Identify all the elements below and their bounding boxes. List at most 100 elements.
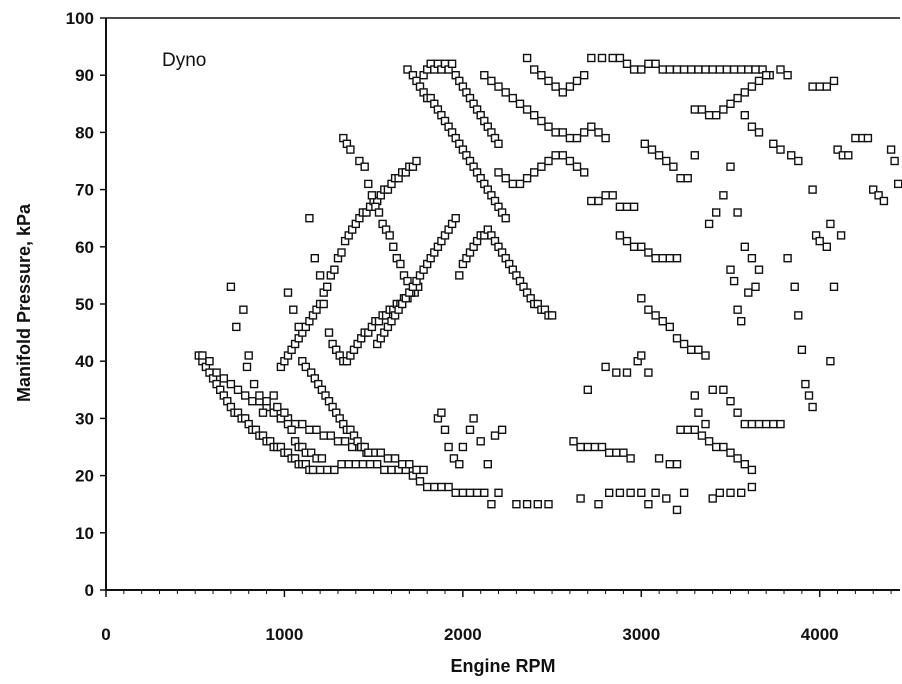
data-point [822, 242, 831, 252]
data-point [330, 265, 339, 274]
data-point [465, 488, 475, 497]
data-point [572, 162, 582, 171]
data-point [487, 76, 496, 86]
data-point [754, 419, 764, 429]
data-point [380, 465, 389, 475]
data-point [501, 173, 510, 183]
data-point [323, 465, 332, 475]
data-point [430, 482, 439, 492]
data-point [679, 339, 689, 349]
data-point [776, 145, 785, 154]
y-tick-label: 10 [75, 524, 94, 543]
data-point [512, 500, 521, 509]
data-point [751, 282, 760, 291]
data-point [801, 379, 810, 389]
data-point [594, 128, 603, 137]
data-point [726, 162, 735, 171]
data-point [387, 465, 396, 475]
data-point [337, 248, 346, 257]
y-ticks: 0 10 20 30 40 50 60 70 80 90 100 [66, 9, 106, 600]
data-point [672, 334, 682, 343]
data-point [658, 317, 667, 326]
data-point [829, 76, 839, 86]
data-point [676, 173, 685, 183]
data-point [815, 82, 824, 91]
data-point [676, 425, 685, 434]
data-point [301, 362, 310, 372]
data-point [537, 162, 546, 171]
data-point [733, 305, 742, 314]
data-point [747, 253, 757, 263]
data-point [672, 65, 682, 74]
data-point [651, 59, 660, 68]
data-point [565, 133, 575, 143]
data-point [494, 168, 503, 177]
data-point [597, 53, 607, 63]
data-point [330, 465, 339, 475]
y-tick-label: 50 [75, 295, 94, 314]
data-point [490, 431, 500, 440]
data-point [644, 500, 653, 509]
data-point [530, 65, 539, 74]
data-point [533, 500, 542, 509]
data-point [515, 99, 525, 109]
data-point [601, 191, 610, 200]
data-point [219, 374, 229, 383]
data-point [583, 385, 592, 394]
data-point [729, 276, 739, 286]
data-point [719, 442, 728, 452]
y-tick-label: 90 [75, 66, 94, 85]
data-point [565, 82, 575, 91]
data-point [762, 70, 771, 80]
data-point [469, 414, 478, 423]
data-point [487, 500, 496, 509]
data-point [244, 351, 253, 360]
data-point [672, 460, 682, 469]
data-point [465, 425, 475, 434]
data-point [708, 65, 717, 74]
data-point [712, 208, 721, 217]
data-point [569, 437, 578, 446]
data-point [312, 425, 321, 434]
data-point [701, 65, 710, 74]
data-point [747, 465, 757, 475]
data-point [651, 253, 660, 263]
data-point [544, 122, 553, 131]
data-point [637, 65, 646, 74]
data-point [458, 442, 468, 452]
data-point [360, 162, 369, 171]
data-point [367, 191, 377, 200]
data-point [669, 162, 678, 171]
data-point [662, 494, 671, 503]
data-point [665, 322, 674, 332]
data-point [754, 265, 764, 274]
data-point [537, 116, 546, 126]
data-point [305, 425, 314, 434]
data-point [665, 65, 674, 74]
data-point [315, 465, 325, 475]
data-point [737, 488, 746, 497]
data-point [637, 294, 646, 303]
data-point [715, 65, 724, 74]
data-point [637, 351, 646, 360]
y-tick-label: 40 [75, 352, 94, 371]
data-point [326, 431, 335, 440]
data-point [390, 454, 400, 463]
data-point [205, 357, 214, 366]
data-point [551, 128, 560, 137]
data-point [444, 442, 453, 452]
data-point [576, 494, 585, 503]
data-point [294, 322, 303, 332]
data-point [622, 59, 632, 68]
data-point [232, 322, 241, 332]
data-point [530, 168, 539, 177]
data-point [508, 93, 517, 103]
data-point [440, 425, 450, 434]
data-point [651, 488, 660, 497]
data-point [794, 156, 803, 166]
data-point [719, 105, 728, 114]
data-point [522, 173, 532, 183]
data-point [346, 145, 355, 154]
data-point [601, 362, 610, 372]
